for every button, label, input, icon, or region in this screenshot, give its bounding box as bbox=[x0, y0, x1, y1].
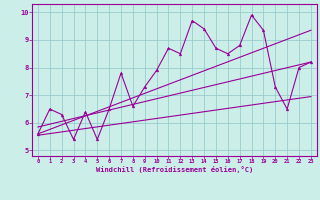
X-axis label: Windchill (Refroidissement éolien,°C): Windchill (Refroidissement éolien,°C) bbox=[96, 166, 253, 173]
